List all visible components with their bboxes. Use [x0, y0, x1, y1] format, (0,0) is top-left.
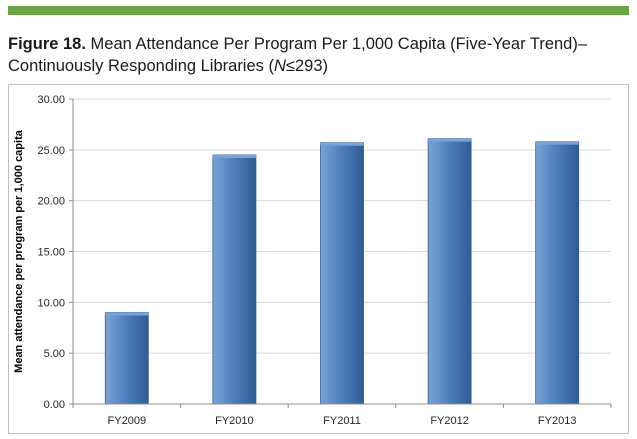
figure-label: Figure 18. — [8, 35, 86, 53]
x-tick-label: FY2009 — [108, 415, 147, 427]
chart-frame: 0.00 5.00 10.00 15.00 20.00 25.00 30.00 FY2009 F… — [8, 84, 629, 434]
top-rule — [8, 6, 629, 15]
y-tick-label: 15.00 — [37, 247, 65, 259]
x-tick-label: FY2013 — [538, 415, 577, 427]
x-tick-label: FY2010 — [215, 415, 254, 427]
y-tick-label: 5.00 — [44, 348, 65, 360]
figure-title-part3: ≤293) — [285, 57, 328, 75]
y-tick-label: 0.00 — [44, 399, 65, 411]
figure-caption: Figure 18. Mean Attendance Per Program P… — [8, 33, 618, 77]
bar-chart: 0.00 5.00 10.00 15.00 20.00 25.00 30.00 FY2009 F… — [13, 94, 612, 427]
x-tick-label: FY2011 — [323, 415, 361, 427]
y-tick-label: 25.00 — [37, 145, 65, 157]
y-tick-label: 30.00 — [37, 94, 65, 106]
y-tick-label: 20.00 — [37, 196, 65, 208]
bar-fy2011 — [320, 142, 364, 405]
bar-highlight — [212, 154, 256, 158]
y-axis-title: Mean attendance per program per 1,000 ca… — [13, 129, 25, 373]
bar-highlight — [105, 312, 149, 316]
x-tick-label: FY2012 — [430, 415, 469, 427]
figure-title-part2: Continuously Responding Libraries ( — [8, 57, 274, 75]
figure-title-part1: Mean Attendance Per Program Per 1,000 Ca… — [85, 35, 588, 53]
bar-fy2010 — [212, 154, 257, 405]
bar-highlight — [535, 141, 579, 145]
bar-fy2012 — [427, 138, 472, 405]
y-tick-label: 10.00 — [37, 297, 65, 309]
bar-highlight — [428, 138, 472, 142]
bar-fy2009 — [104, 312, 149, 405]
bar-highlight — [320, 142, 364, 146]
bar-fy2013 — [535, 141, 580, 405]
figure-title-italic: N — [273, 57, 286, 75]
